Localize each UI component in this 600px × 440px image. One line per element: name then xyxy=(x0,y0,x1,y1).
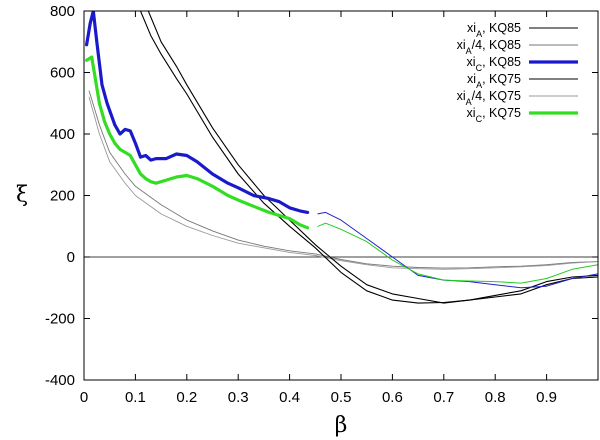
series-line-1 xyxy=(88,90,598,269)
series-line-2 xyxy=(85,11,310,214)
x-tick-label: 0.6 xyxy=(382,389,403,406)
ticks-layer: 0 0.1 0.2 0.3 0.4 0.5 0.6 0.7 0.8 0.9 -400 -200 0 200… xyxy=(45,3,598,406)
legend-entry-label: xiA/4, KQ75 xyxy=(457,89,521,107)
x-tick-label: 0 xyxy=(80,389,88,406)
x-axis-label: β xyxy=(335,413,348,438)
y-tick-label: 0 xyxy=(67,249,75,266)
x-tick-label: 0.3 xyxy=(228,389,249,406)
series-line-6 xyxy=(85,55,310,230)
x-tick-label: 0.7 xyxy=(433,389,454,406)
y-tick-label: 600 xyxy=(50,65,75,82)
legend-entry-label: xiA, KQ85 xyxy=(467,21,521,39)
x-tick-label: 0.2 xyxy=(176,389,197,406)
x-tick-label: 0.1 xyxy=(125,389,146,406)
legend-entry-label: xiA, KQ75 xyxy=(467,72,521,90)
y-axis-label: ξ xyxy=(16,183,28,208)
series-line-0 xyxy=(147,11,598,304)
series-line-4 xyxy=(139,11,598,304)
legend-entry-label: xiC, KQ75 xyxy=(467,106,521,124)
y-tick-label: 800 xyxy=(50,3,75,20)
series-line-7 xyxy=(317,222,598,284)
x-tick-label: 0.9 xyxy=(536,389,557,406)
x-tick-label: 0.8 xyxy=(485,389,506,406)
series-line-5 xyxy=(88,96,598,270)
legend-entry-label: xiC, KQ85 xyxy=(467,55,521,73)
y-tick-label: 200 xyxy=(50,188,75,205)
x-tick-label: 0.5 xyxy=(331,389,352,406)
y-tick-label: -400 xyxy=(45,372,75,389)
y-tick-label: -200 xyxy=(45,311,75,328)
y-tick-label: 400 xyxy=(50,126,75,143)
x-tick-label: 0.4 xyxy=(279,389,300,406)
series-line-3 xyxy=(317,211,598,289)
legend-entry-label: xiA/4, KQ85 xyxy=(457,38,521,56)
series-layer xyxy=(85,11,598,304)
